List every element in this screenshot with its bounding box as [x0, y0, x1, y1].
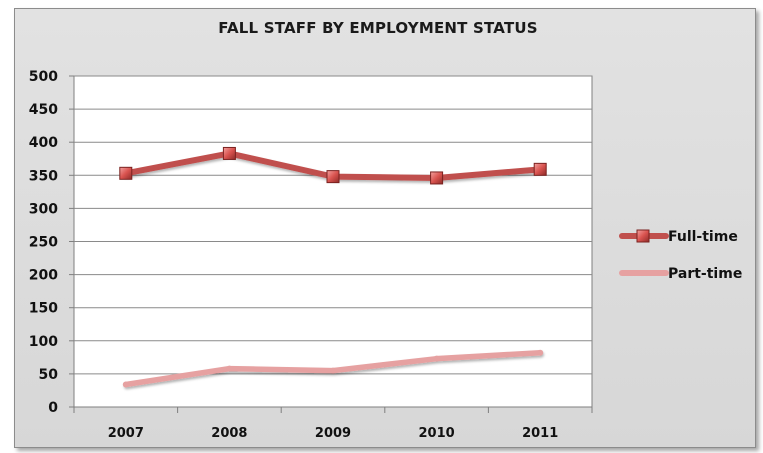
data-point	[433, 355, 440, 362]
x-tick-label: 2011	[522, 426, 558, 441]
y-tick-label: 0	[48, 400, 58, 416]
data-point	[430, 171, 444, 185]
data-point	[122, 381, 129, 388]
x-tick-label: 2009	[315, 426, 351, 441]
y-tick-label: 300	[29, 201, 58, 217]
x-tick-label: 2010	[419, 426, 455, 441]
legend-label-part-time: Part-time	[668, 266, 742, 282]
data-point	[222, 146, 236, 160]
y-tick-label: 200	[29, 268, 58, 284]
legend-label-full-time: Full-time	[668, 229, 738, 245]
data-point	[537, 349, 544, 356]
y-tick-label: 250	[29, 235, 58, 251]
data-point	[533, 162, 547, 176]
x-tick-label: 2007	[108, 426, 144, 441]
y-tick-label: 350	[29, 168, 58, 184]
data-point	[119, 166, 133, 180]
y-tick-label: 400	[29, 135, 58, 151]
y-tick-label: 150	[29, 301, 58, 317]
y-tick-label: 100	[29, 334, 58, 350]
chart-title: FALL STAFF BY EMPLOYMENT STATUS	[218, 19, 538, 37]
y-tick-label: 500	[29, 69, 58, 85]
data-point	[330, 367, 336, 374]
legend-marker	[636, 229, 650, 243]
y-tick-label: 50	[39, 367, 59, 383]
y-tick-label: 450	[29, 102, 58, 118]
data-point	[326, 170, 340, 184]
data-point	[226, 365, 233, 372]
x-tick-label: 2008	[211, 426, 247, 441]
